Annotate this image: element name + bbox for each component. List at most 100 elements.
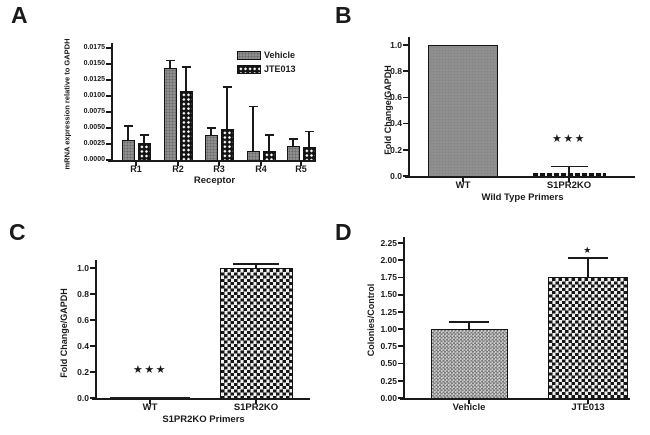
y-axis-tick [106,63,111,65]
x-category-label: R1 [130,164,142,174]
x-axis-tick [177,162,179,166]
y-axis-tick-label: 0.6 [77,314,89,325]
panel-c-y-axis-title: Fold Change/GAPDH [59,288,69,378]
y-axis-tick [106,79,111,81]
y-axis-tick [106,47,111,49]
legend-entry: JTE013 [237,64,296,75]
x-axis-tick [255,400,257,404]
y-axis-tick [398,362,403,365]
y-axis-tick-label: 1.0 [77,262,89,273]
panel-b-plot-area: 0.0 0.2 0.4 0.6 0.8 1.0 WT S1PR2KO ★★★ [390,37,635,191]
error-bar-stem [587,257,589,277]
bar-r3 [220,129,234,160]
panel-a-x-axis-title: Receptor [193,175,236,186]
bar-r1 [137,143,151,160]
x-axis-tick [135,162,137,166]
bar-wt [110,396,190,398]
y-axis-tick [90,397,95,399]
y-axis-tick-label: 1.00 [380,323,397,334]
y-axis-tick [403,70,408,73]
y-axis-tick-label: 2.00 [380,254,397,265]
error-bar-cap [449,320,489,323]
error-bar-stem [169,59,171,69]
bar-r1 [121,140,135,160]
y-axis-tick [403,96,408,99]
y-axis-tick-label: 0.0175 [83,43,105,51]
legend-entry: Vehicle [237,50,296,61]
x-axis-tick [468,400,470,404]
y-axis-tick-label: 0.2 [77,366,89,377]
y-axis-tick [398,293,403,296]
y-axis-tick [106,111,111,113]
bar-r5 [286,145,300,160]
y-axis-tick-label: 0.75 [380,341,397,352]
error-bar-cap [550,165,588,168]
error-bar-cap [288,138,298,141]
error-bar-stem [143,134,145,144]
y-axis-tick-label: 0.8 [390,65,402,76]
y-axis-line [95,260,97,398]
y-axis-tick-label: 0.0075 [83,107,105,115]
panel-a-y-axis-title: mRNA expression relative to GAPDH [62,38,72,170]
y-axis-tick [398,276,403,279]
bar-r3 [204,135,218,160]
significance-stars: ★★★ [132,363,168,376]
y-axis-tick [90,345,95,347]
y-axis-tick [398,242,403,244]
y-axis-tick [403,122,408,125]
error-bar-stem [210,127,212,136]
error-bar-cap [222,86,232,89]
y-axis-tick-label: 1.50 [380,289,397,300]
error-bar-stem [127,125,129,141]
x-category-label: S1PR2KO [233,402,279,413]
x-axis-tick [149,400,151,404]
y-axis-tick-label: 0.50 [380,358,397,369]
error-bar-stem [252,105,254,152]
x-category-label: JTE013 [571,402,605,413]
bar-r4 [262,151,276,160]
y-axis-tick-label: 0.0 [77,392,89,403]
error-bar-cap [139,134,149,137]
x-axis-line [405,176,635,178]
panel-a-plot-area: 0.0000 0.0025 0.0050 0.0075 0.0100 0.0125 0.01… [84,43,316,174]
y-axis-tick [90,267,95,269]
y-axis-tick-label: 0.2 [390,144,402,155]
black-dots-swatch [237,65,261,74]
error-bar-stem [255,262,257,268]
x-axis-line [400,398,630,400]
y-axis-tick-label: 0.4 [77,340,89,351]
bar-r2 [179,90,193,160]
y-axis-tick-label: 0.6 [390,92,402,103]
error-bar-stem [568,165,570,174]
y-axis-tick [90,371,95,373]
error-bar-stem [268,134,270,152]
panel-b-x-axis-title: Wild Type Primers [481,192,564,203]
y-axis-tick [106,143,111,145]
y-axis-tick-label: 0.00 [380,392,397,403]
y-axis-tick-label: 2.25 [380,237,397,248]
y-axis-tick-label: 1.25 [380,306,397,317]
error-bar-cap [233,262,279,265]
panel-c-label: C [9,219,26,245]
x-axis-tick [462,178,464,182]
y-axis-tick [106,159,111,161]
y-axis-tick [90,293,95,295]
y-axis-tick [398,397,403,399]
y-axis-tick [106,127,111,129]
y-axis-tick-label: 0.8 [77,288,89,299]
y-axis-tick [403,44,408,46]
x-category-label: S1PR2KO [546,180,592,191]
x-axis-line [92,398,310,400]
y-axis-tick-label: 0.0000 [83,155,105,163]
x-axis-tick [260,162,262,166]
panel-c: C Fold Change/GAPDH 0.0 0.2 0.4 0.6 0.8 1.0 WT… [0,220,325,435]
error-bar-cap [304,130,314,133]
x-axis-tick [300,162,302,166]
error-bar-stem [185,65,187,91]
y-axis-tick [403,175,408,177]
panel-c-x-axis-title: S1PR2KO Primers [162,414,245,425]
y-axis-tick [403,148,408,151]
y-axis-tick-label: 1.75 [380,272,397,283]
y-axis-line [408,37,410,176]
